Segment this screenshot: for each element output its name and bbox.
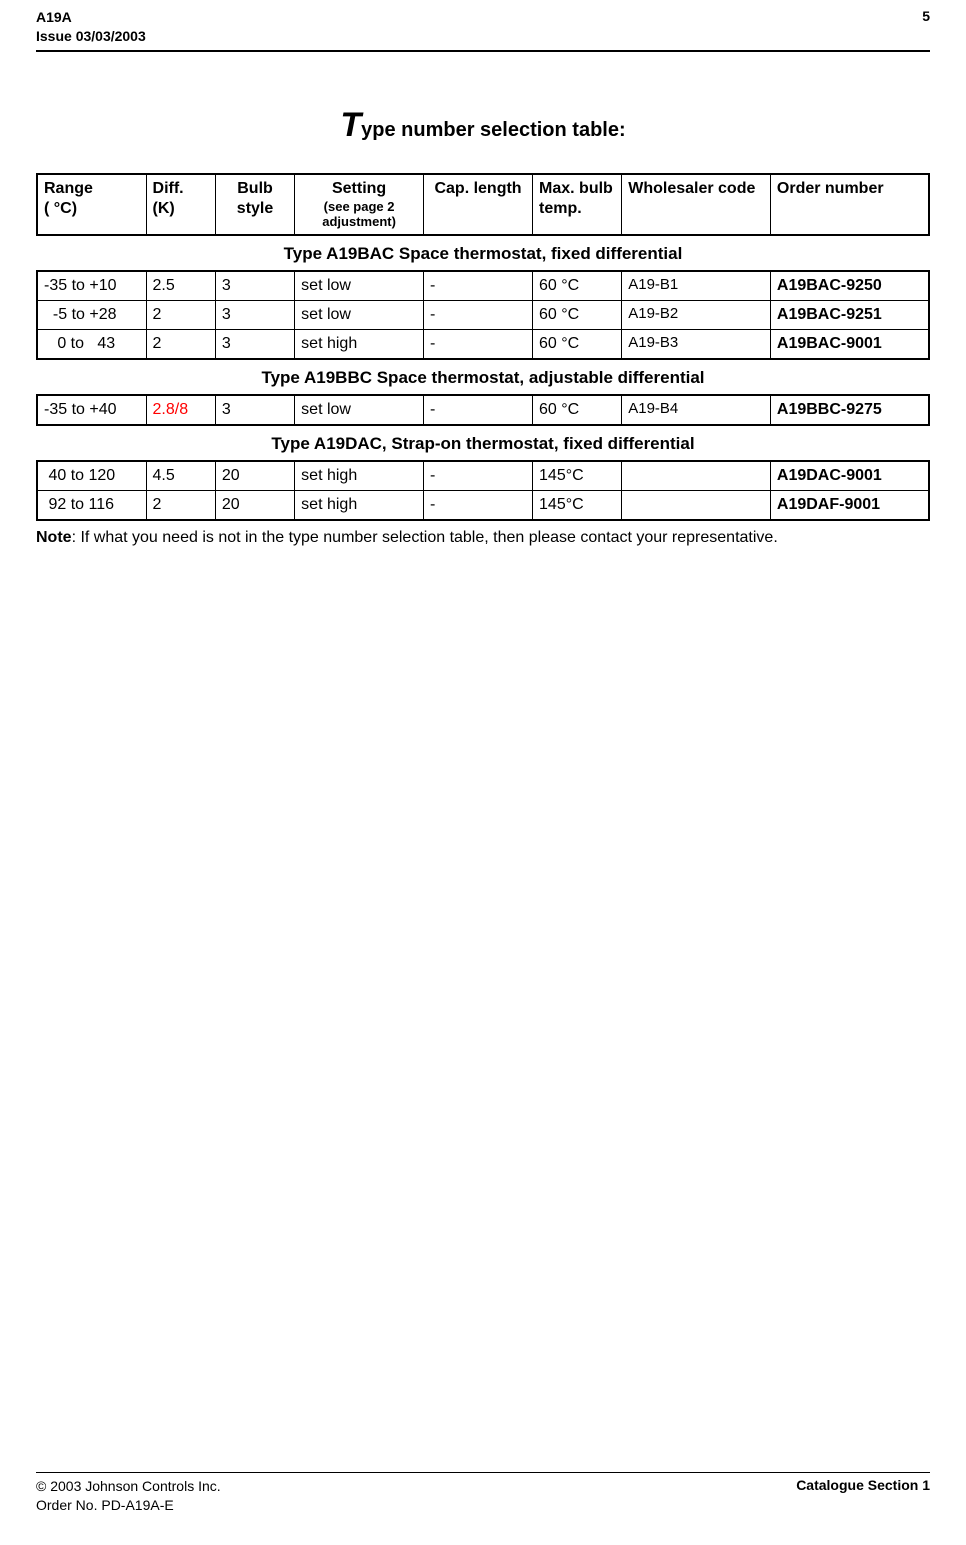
header-left: A19A Issue 03/03/2003 (36, 8, 146, 46)
section-title: Type A19BAC Space thermostat, fixed diff… (36, 244, 930, 264)
cell-cap: - (424, 329, 533, 359)
cell-cap: - (424, 461, 533, 491)
col-bulb: Bulb style (215, 174, 294, 235)
table-row: 0 to 4323set high-60 °CA19-B3A19BAC-9001 (37, 329, 929, 359)
col-cap: Cap. length (424, 174, 533, 235)
table-row: -5 to +2823set low-60 °CA19-B2A19BAC-925… (37, 300, 929, 329)
cell-range: -5 to +28 (37, 300, 146, 329)
cell-max: 60 °C (533, 271, 622, 301)
col-max: Max. bulb temp. (533, 174, 622, 235)
cell-cap: - (424, 490, 533, 520)
table-row: -35 to +102.53set low-60 °CA19-B1A19BAC-… (37, 271, 929, 301)
cell-bulb: 20 (215, 461, 294, 491)
selection-table: -35 to +402.8/83set low-60 °CA19-B4A19BB… (36, 394, 930, 426)
cell-diff: 2 (146, 329, 215, 359)
table-row: 92 to 116220set high-145°C A19DAF-9001 (37, 490, 929, 520)
cell-range: -35 to +10 (37, 271, 146, 301)
cell-setting: set high (295, 461, 424, 491)
cell-range: 40 to 120 (37, 461, 146, 491)
cell-diff: 2.5 (146, 271, 215, 301)
cell-setting: set low (295, 271, 424, 301)
cell-bulb: 3 (215, 271, 294, 301)
cell-range: 92 to 116 (37, 490, 146, 520)
section-title: Type A19BBC Space thermostat, adjustable… (36, 368, 930, 388)
cell-range: 0 to 43 (37, 329, 146, 359)
col-range: Range ( °C) (37, 174, 146, 235)
cell-diff: 2.8/8 (146, 395, 215, 425)
selection-table: -35 to +102.53set low-60 °CA19-B1A19BAC-… (36, 270, 930, 360)
cell-setting: set high (295, 490, 424, 520)
cell-diff: 2 (146, 490, 215, 520)
doc-id: A19A (36, 8, 146, 27)
cell-diff: 2 (146, 300, 215, 329)
sections-host: Type A19BAC Space thermostat, fixed diff… (36, 244, 930, 521)
page-footer: © 2003 Johnson Controls Inc. Order No. P… (36, 1472, 930, 1515)
page-number: 5 (922, 8, 930, 24)
cell-bulb: 20 (215, 490, 294, 520)
footer-copyright: © 2003 Johnson Controls Inc. (36, 1477, 221, 1496)
cell-max: 60 °C (533, 300, 622, 329)
page: A19A Issue 03/03/2003 5 Type number sele… (0, 0, 966, 1545)
selection-table-header: Range ( °C) Diff. (K) Bulb style Setting… (36, 173, 930, 236)
cell-setting: set low (295, 300, 424, 329)
cell-wholesaler: A19-B2 (622, 300, 771, 329)
cell-order: A19BAC-9250 (770, 271, 929, 301)
cell-order: A19DAC-9001 (770, 461, 929, 491)
section-title: Type A19DAC, Strap-on thermostat, fixed … (36, 434, 930, 454)
cell-setting: set low (295, 395, 424, 425)
cell-diff: 4.5 (146, 461, 215, 491)
cell-cap: - (424, 300, 533, 329)
issue-line: Issue 03/03/2003 (36, 27, 146, 46)
col-order: Order number (770, 174, 929, 235)
title-dropcap: T (340, 106, 361, 144)
cell-wholesaler: A19-B1 (622, 271, 771, 301)
cell-bulb: 3 (215, 395, 294, 425)
cell-setting: set high (295, 329, 424, 359)
cell-bulb: 3 (215, 329, 294, 359)
page-header: A19A Issue 03/03/2003 5 (36, 0, 930, 52)
note: Note: If what you need is not in the typ… (36, 527, 930, 549)
cell-order: A19BBC-9275 (770, 395, 929, 425)
footer-order-no: Order No. PD-A19A-E (36, 1496, 221, 1515)
cell-order: A19BAC-9251 (770, 300, 929, 329)
cell-cap: - (424, 271, 533, 301)
col-setting: Setting (see page 2 adjustment) (295, 174, 424, 235)
cell-wholesaler: A19-B3 (622, 329, 771, 359)
cell-max: 145°C (533, 461, 622, 491)
selection-table: 40 to 1204.520set high-145°CA19DAC-9001 … (36, 460, 930, 521)
cell-order: A19DAF-9001 (770, 490, 929, 520)
cell-cap: - (424, 395, 533, 425)
table-row: -35 to +402.8/83set low-60 °CA19-B4A19BB… (37, 395, 929, 425)
cell-max: 60 °C (533, 395, 622, 425)
col-diff: Diff. (K) (146, 174, 215, 235)
page-title: Type number selection table: (36, 106, 930, 145)
footer-section: Catalogue Section 1 (796, 1477, 930, 1515)
cell-max: 60 °C (533, 329, 622, 359)
title-rest: ype number selection table: (361, 119, 626, 141)
cell-wholesaler (622, 461, 771, 491)
cell-order: A19BAC-9001 (770, 329, 929, 359)
cell-wholesaler: A19-B4 (622, 395, 771, 425)
cell-range: -35 to +40 (37, 395, 146, 425)
cell-wholesaler (622, 490, 771, 520)
col-wholesaler: Wholesaler code (622, 174, 771, 235)
table-row: 40 to 1204.520set high-145°C A19DAC-9001 (37, 461, 929, 491)
cell-max: 145°C (533, 490, 622, 520)
cell-bulb: 3 (215, 300, 294, 329)
